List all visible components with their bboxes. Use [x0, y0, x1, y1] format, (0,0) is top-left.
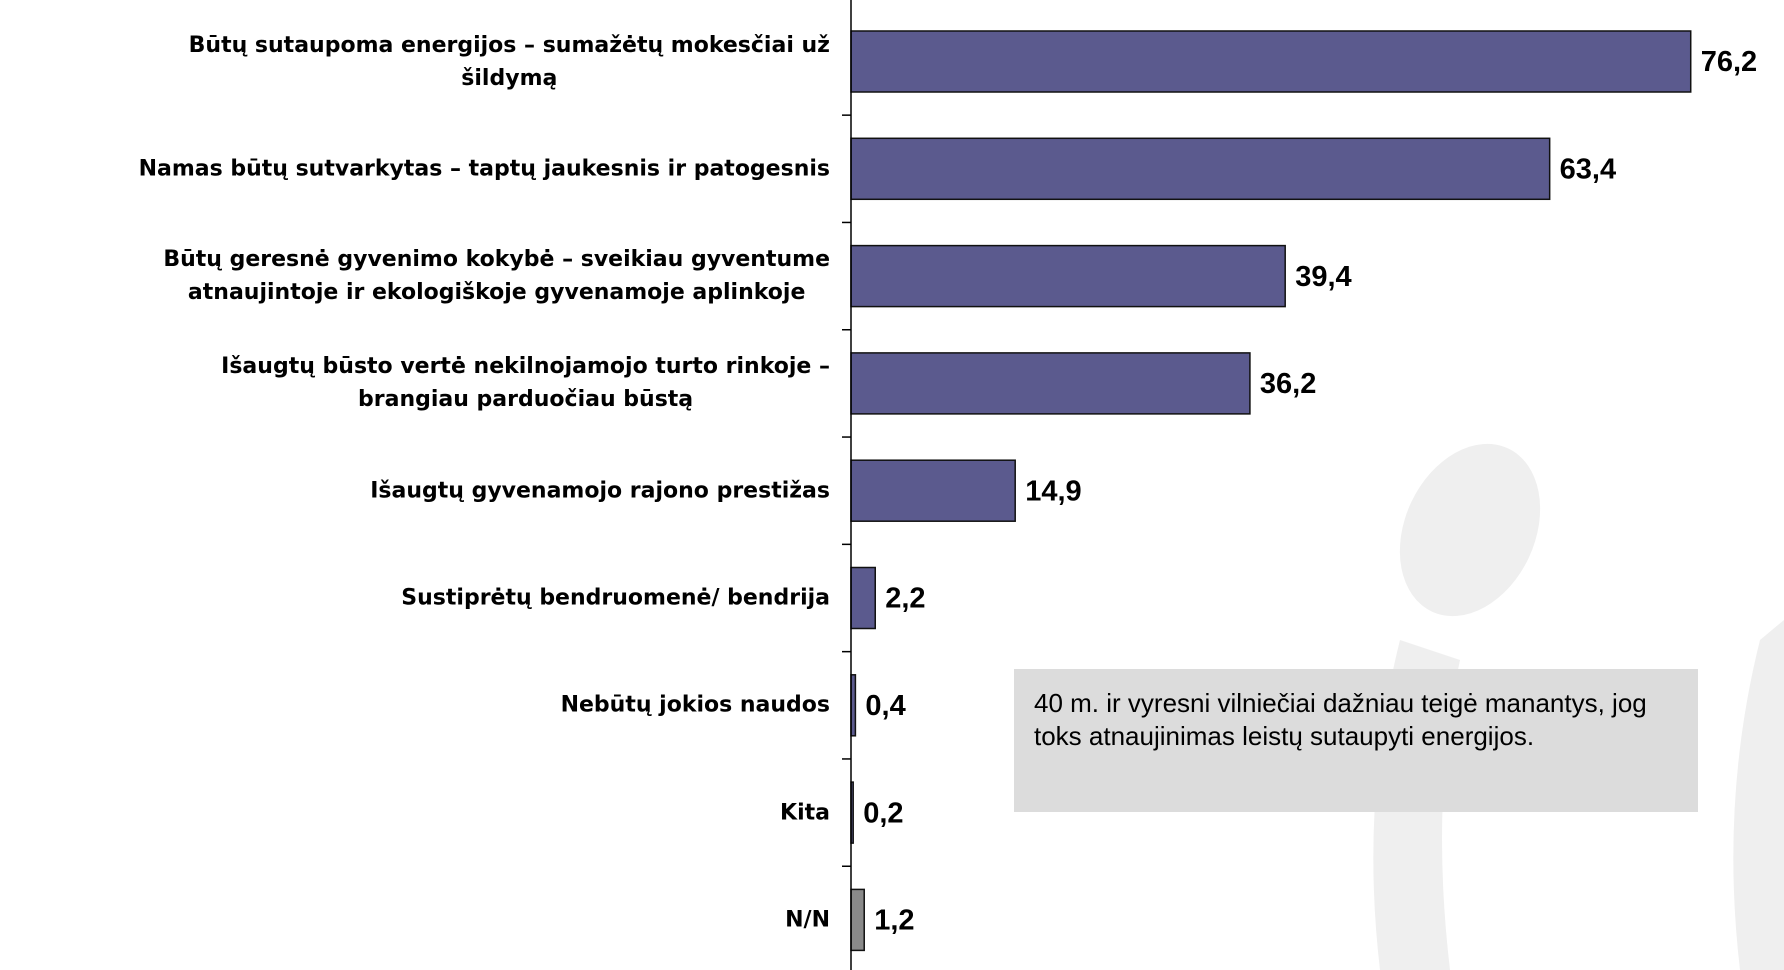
value-label: 14,9 — [1025, 475, 1081, 507]
bar — [850, 30, 1692, 93]
category-label: Išaugtų gyvenamojo rajono prestižas — [370, 478, 830, 504]
category-label: Kita — [780, 800, 830, 826]
category-label-box: N/N — [0, 903, 830, 936]
category-label-box: Išaugtų gyvenamojo rajono prestižas — [0, 474, 830, 507]
category-label: Būtų sutaupoma energijos – sumažėtų moke… — [188, 32, 830, 91]
value-label: 63,4 — [1560, 153, 1616, 185]
value-label: 36,2 — [1260, 368, 1316, 400]
bar — [850, 137, 1551, 201]
annotation: 40 m. ir vyresni vilniečiai dažniau teig… — [1014, 669, 1698, 812]
bar — [850, 566, 876, 630]
category-label-box: Būtų sutaupoma energijos – sumažėtų moke… — [0, 29, 830, 95]
bar — [850, 244, 1286, 308]
category-label: Būtų geresnė gyvenimo kokybė – sveikiau … — [163, 247, 830, 306]
value-label: 2,2 — [885, 583, 925, 615]
value-label: 0,4 — [865, 690, 905, 722]
category-label-box: Sustiprėtų bendruomenė/ bendrija — [0, 582, 830, 615]
bar — [850, 459, 1016, 522]
bar — [850, 352, 1251, 415]
category-label: Sustiprėtų bendruomenė/ bendrija — [401, 585, 830, 611]
category-label-box: Išaugtų būsto vertė nekilnojamojo turto … — [0, 350, 830, 416]
value-label: 39,4 — [1295, 261, 1351, 293]
value-label: 0,2 — [863, 797, 903, 829]
bar — [850, 888, 865, 952]
category-label-box: Nebūtų jokios naudos — [0, 689, 830, 722]
category-label-box: Kita — [0, 796, 830, 829]
category-label: N/N — [785, 907, 830, 933]
category-label: Nebūtų jokios naudos — [560, 692, 830, 718]
category-label-box: Namas būtų sutvarkytas – taptų jaukesnis… — [0, 152, 830, 185]
value-label: 76,2 — [1701, 46, 1757, 78]
category-label: Išaugtų būsto vertė nekilnojamojo turto … — [221, 354, 830, 413]
category-label-box: Būtų geresnė gyvenimo kokybė – sveikiau … — [0, 243, 830, 309]
value-label: 1,2 — [874, 905, 914, 937]
category-label: Namas būtų sutvarkytas – taptų jaukesnis… — [138, 156, 830, 182]
